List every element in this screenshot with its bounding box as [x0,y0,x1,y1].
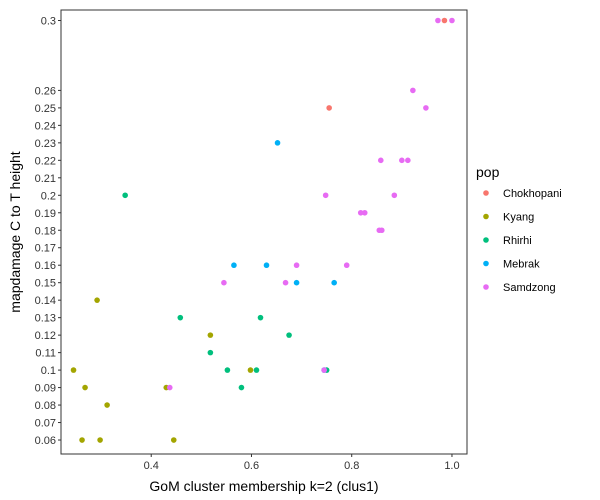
x-tick-label: 0.8 [344,460,359,472]
data-point [224,367,231,373]
legend-label: Rhirhi [503,235,532,247]
y-tick-label: 0.18 [35,225,56,237]
data-point [326,105,332,111]
data-point [410,87,416,94]
data-point [247,367,254,373]
data-point [257,314,264,321]
data-point [207,349,214,356]
data-point [377,157,384,164]
legend-key [483,190,489,196]
y-tick-label: 0.07 [35,418,56,430]
y-tick-label: 0.25 [35,103,56,115]
y-axis: 0.06 0.07 0.08 0.09 0.1 0.11 0.12 0.13 0.14 0.15 0… [35,15,61,447]
y-tick-label: 0.23 [35,138,56,150]
y-tick-label: 0.11 [35,348,56,360]
y-tick-label: 0.16 [35,260,56,272]
data-point [97,437,103,443]
data-point [94,297,100,303]
y-tick-label: 0.26 [35,85,56,97]
data-point [391,192,398,199]
data-point [282,279,289,286]
y-tick-label: 0.3 [41,15,56,27]
data-point [207,332,214,338]
legend-key [483,260,489,267]
data-point [82,384,88,391]
data-point [263,262,270,269]
y-tick-label: 0.24 [35,120,56,132]
data-point [343,262,350,269]
y-tick-label: 0.15 [35,278,56,290]
legend-title: pop [476,164,500,180]
data-point [441,17,448,24]
data-point [221,279,227,286]
y-tick-label: 0.13 [35,313,56,325]
data-point [378,227,385,234]
legend-label: Mebrak [503,259,540,271]
y-tick-label: 0.21 [35,173,56,185]
data-point [70,367,77,373]
data-point [293,262,300,269]
data-point [253,367,260,373]
data-point [170,437,177,443]
y-tick-label: 0.17 [35,243,56,255]
y-tick-label: 0.14 [35,295,56,307]
data-point [357,209,364,216]
data-point [286,332,292,338]
data-point [435,17,441,24]
data-point [231,262,237,269]
x-tick-label: 0.4 [144,460,159,472]
legend-key [483,213,489,220]
y-tick-label: 0.08 [35,400,56,412]
x-tick-label: 0.6 [244,460,259,472]
data-point [399,157,405,164]
data-point [122,192,128,199]
y-tick-label: 0.1 [41,365,56,377]
x-axis: 0.4 0.6 0.8 1.0 [144,454,460,472]
data-point [361,209,368,216]
legend-label: Samdzong [503,282,556,294]
data-point [405,157,411,164]
y-tick-label: 0.12 [35,330,56,342]
y-axis-title: mapdamage C to T height [7,151,23,312]
data-point [321,367,327,373]
legend-key [483,237,489,243]
data-point [322,192,329,199]
data-point [177,314,184,321]
data-point [79,437,85,443]
legend-label: Kyang [503,212,534,224]
y-tick-label: 0.2 [41,190,56,202]
legend-label: Chokhopani [503,188,562,200]
data-point [166,384,173,391]
data-point [293,279,300,286]
y-tick-label: 0.09 [35,383,56,395]
data-point [238,384,245,391]
data-point [449,17,455,24]
plot-panel [60,9,468,455]
data-point [274,140,281,146]
y-tick-label: 0.06 [35,435,56,447]
legend: pop Chokhopani Kyang Rhirhi Mebrak Samdzong [476,164,562,294]
x-axis-title: GoM cluster membership k=2 (clus1) [149,478,378,494]
data-point [331,279,337,286]
legend-key [483,284,489,290]
x-tick-label: 1.0 [444,460,459,472]
data-point [104,402,110,408]
y-tick-label: 0.22 [35,155,56,167]
data-points [70,17,455,443]
y-tick-label: 0.19 [35,208,56,220]
data-point [423,105,429,111]
